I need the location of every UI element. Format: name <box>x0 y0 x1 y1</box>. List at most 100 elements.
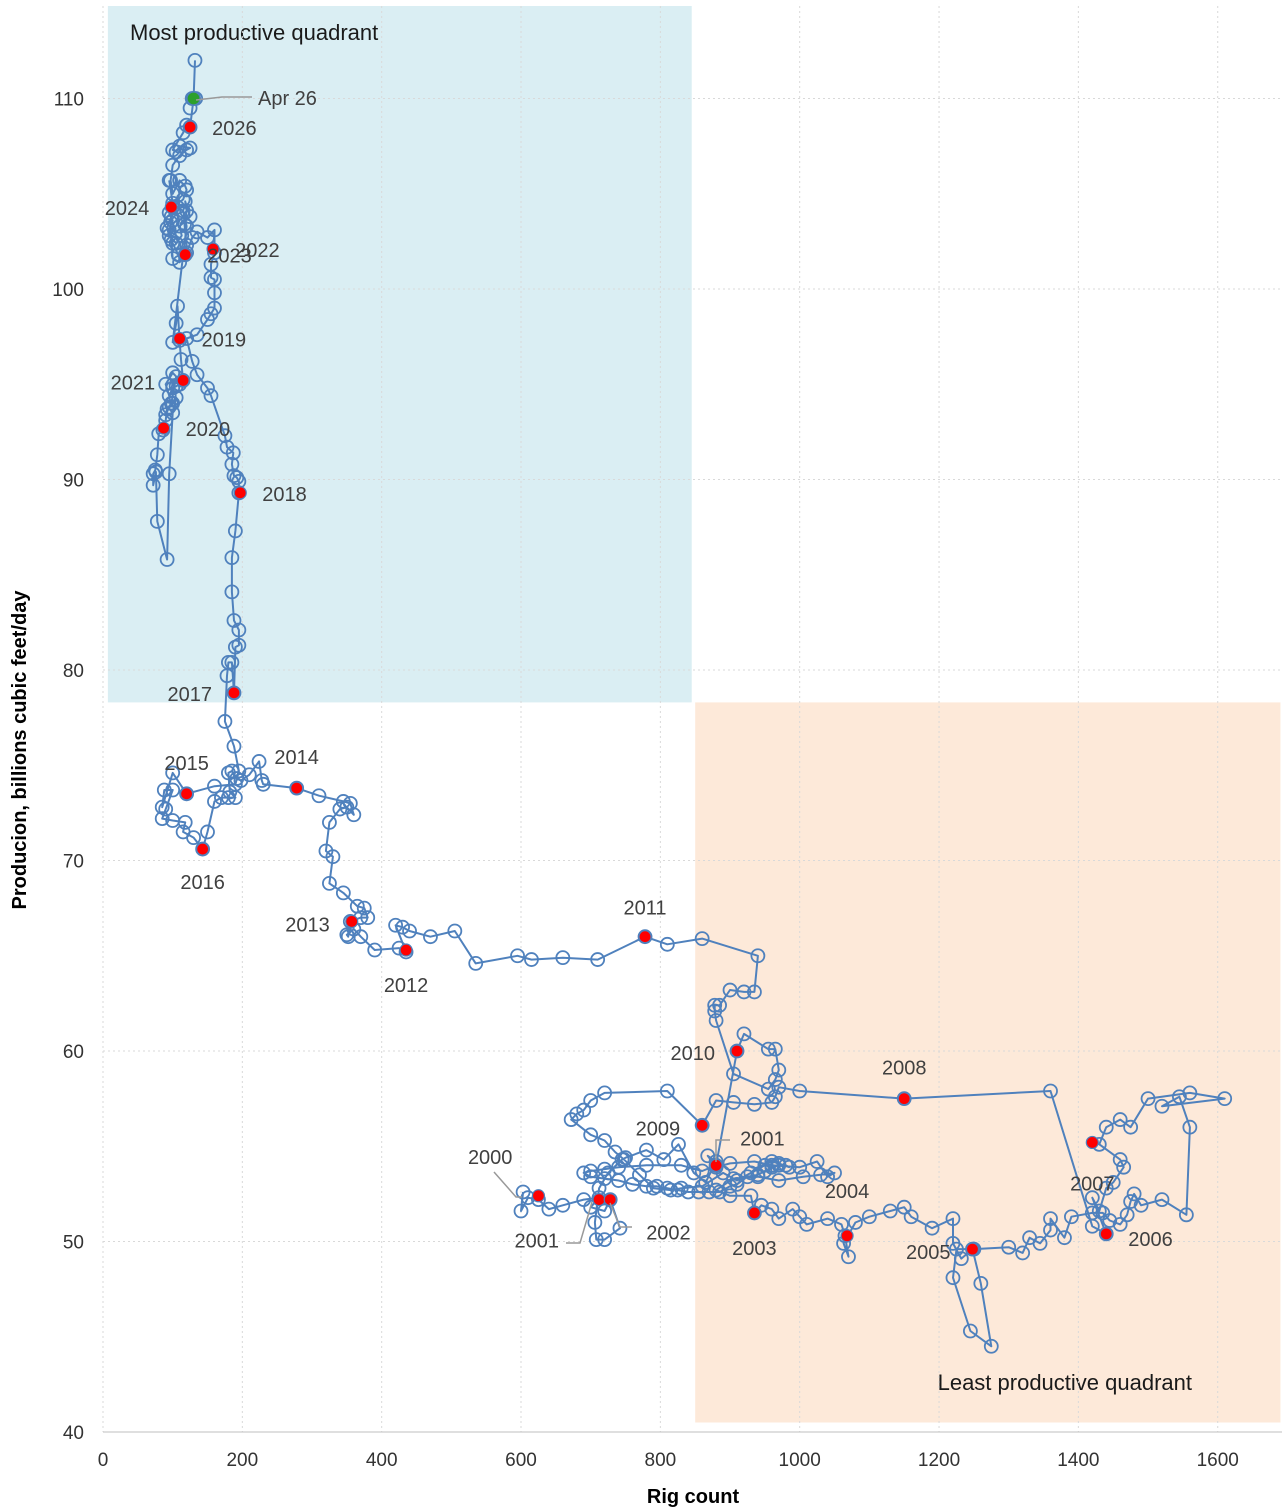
data-point <box>224 654 240 670</box>
data-point <box>708 1013 724 1028</box>
data-point <box>896 1199 912 1215</box>
data-point <box>903 1209 919 1225</box>
data-point <box>736 1026 752 1042</box>
data-point <box>227 776 243 792</box>
year-marker <box>840 1229 854 1243</box>
data-point <box>217 714 233 729</box>
data-point <box>159 552 175 567</box>
data-point <box>743 1165 759 1181</box>
data-point <box>563 1112 579 1127</box>
data-point <box>799 1216 815 1232</box>
y-tick-label: 70 <box>63 852 84 873</box>
year-marker <box>695 1118 709 1132</box>
data-point <box>757 1157 773 1173</box>
data-point <box>590 952 606 967</box>
data-point <box>701 1184 717 1200</box>
data-point <box>639 1178 654 1194</box>
data-point <box>322 875 337 891</box>
data-point <box>1084 1190 1100 1206</box>
data-point <box>861 1209 877 1225</box>
data-point <box>200 824 215 840</box>
data-point <box>747 1096 762 1112</box>
data-point <box>1001 1239 1017 1255</box>
data-point <box>597 1161 613 1177</box>
year-label: 2010 <box>670 1043 715 1065</box>
data-point <box>1182 1119 1198 1135</box>
data-point <box>597 1133 613 1148</box>
data-point <box>625 1176 640 1192</box>
data-point <box>360 910 376 926</box>
data-point <box>583 1169 599 1185</box>
data-point <box>771 1157 787 1173</box>
data-point <box>1112 1112 1128 1127</box>
data-point <box>165 157 181 173</box>
year-marker <box>176 373 190 388</box>
data-point <box>691 1184 707 1200</box>
data-point <box>254 773 270 788</box>
axes: 0 200 400 600 800 1000 1200 1400 1600 40 50 60 70 80 9… <box>52 90 1282 1471</box>
data-point <box>226 738 242 754</box>
x-tick-label: 200 <box>226 1450 258 1471</box>
data-point <box>792 1159 808 1175</box>
year-label: 2006 <box>1128 1229 1173 1251</box>
data-point <box>764 1154 780 1169</box>
data-point <box>311 788 327 804</box>
data-point <box>708 1093 724 1108</box>
year-label: 2005 <box>906 1242 951 1264</box>
data-point <box>207 778 222 794</box>
data-point <box>882 1203 898 1219</box>
data-point <box>189 327 205 343</box>
x-tick-label: 800 <box>645 1450 677 1471</box>
year-marker <box>638 930 652 944</box>
annotations: 2000 2001 2002 2001 2003 2004 2005 2006 2007 2008… <box>105 88 1173 1264</box>
data-point <box>189 367 205 383</box>
data-point <box>767 1072 783 1087</box>
data-point <box>229 470 245 485</box>
data-point <box>161 399 177 415</box>
data-point <box>1091 1203 1107 1219</box>
data-point <box>792 1083 808 1099</box>
x-tick-label: 1600 <box>1197 1450 1239 1471</box>
data-point <box>597 1203 613 1219</box>
data-point <box>1182 1085 1198 1101</box>
data-point <box>649 1178 665 1194</box>
data-point <box>161 173 177 188</box>
year-label: 2018 <box>262 484 307 506</box>
year-label: 2002 <box>646 1223 691 1245</box>
data-point <box>158 376 174 392</box>
data-point <box>335 885 351 901</box>
data-point <box>161 228 177 244</box>
data-point <box>583 1163 599 1179</box>
data-point <box>611 1159 626 1175</box>
data-point <box>771 1211 787 1227</box>
data-point <box>924 1220 940 1236</box>
data-point <box>161 466 177 482</box>
data-point <box>771 1079 787 1095</box>
year-label: 2013 <box>285 914 330 936</box>
year-marker <box>747 1206 762 1220</box>
data-point <box>555 1197 571 1213</box>
data-point <box>757 1163 773 1179</box>
data-point <box>339 927 355 943</box>
data-point <box>659 936 675 952</box>
data-point <box>219 439 235 455</box>
data-point <box>686 1165 702 1181</box>
year-label: 2011 <box>624 898 667 920</box>
data-point <box>340 929 356 945</box>
y-tick-label: 110 <box>54 90 84 111</box>
data-point <box>423 929 438 945</box>
data-point <box>356 900 372 916</box>
year-label: 2007 <box>1070 1173 1115 1195</box>
data-point <box>809 1154 825 1169</box>
data-point <box>597 1232 613 1247</box>
data-point <box>207 794 222 809</box>
data-point <box>760 1081 776 1097</box>
data-point <box>226 468 242 484</box>
data-point <box>1102 1213 1118 1228</box>
year-marker <box>290 781 304 795</box>
year-marker <box>345 914 359 929</box>
data-point <box>468 955 484 971</box>
data-point <box>639 1142 654 1158</box>
data-point <box>736 984 752 1000</box>
